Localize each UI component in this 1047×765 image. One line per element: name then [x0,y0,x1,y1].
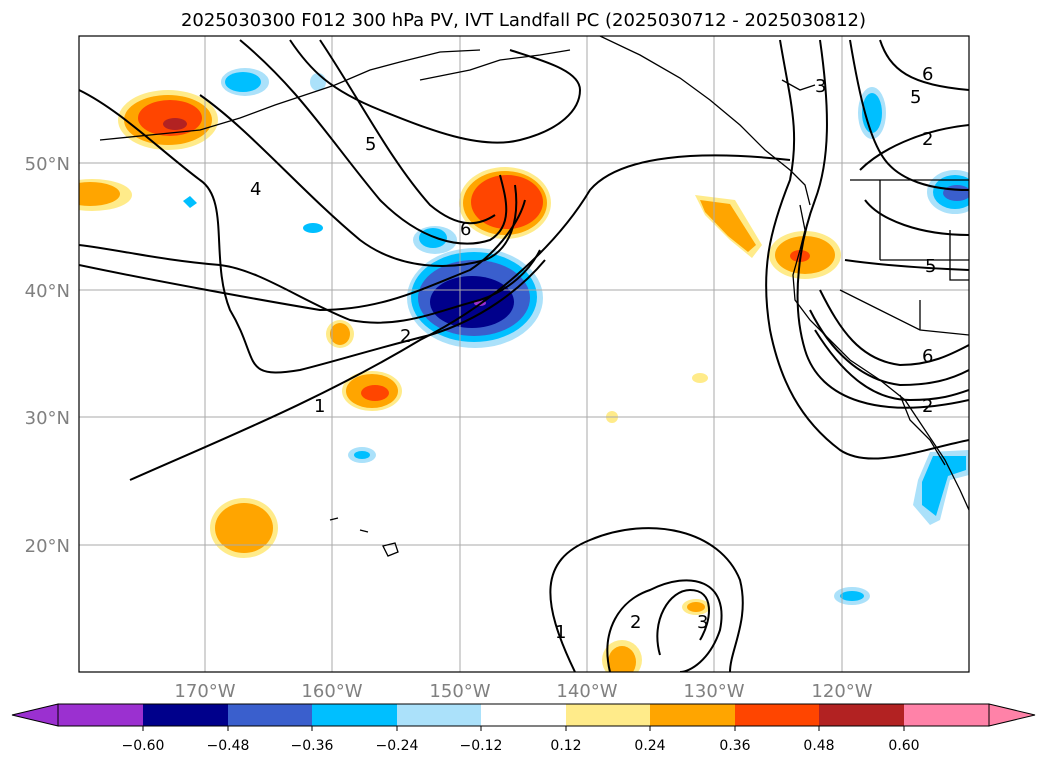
colorbar-segment [228,704,312,726]
map-title: 2025030300 F012 300 hPa PV, IVT Landfall… [180,10,867,31]
colorbar-ticks [142,726,905,731]
pv-anomaly-positive [79,179,132,211]
contour-label: 2 [400,326,411,347]
contour-label: 6 [922,346,933,367]
colorbar-segment [481,704,566,726]
contour-label: 6 [460,219,471,240]
contour-labels: 1 2 4 5 6 1 2 3 3 2 5 6 5 6 2 [250,64,936,643]
colorbar-tick-labels: −0.60 −0.48 −0.36 −0.24 −0.12 0.12 0.24 … [122,738,920,754]
colorbar-frame [57,703,990,727]
colorbar-tick-label: 0.36 [719,738,750,754]
contour-label: 2 [630,612,641,633]
contour-label: 5 [365,134,376,155]
colorbar-tick-label: −0.60 [122,738,165,754]
colorbar-tick-label: 0.60 [888,738,919,754]
pv-anomaly-negative [221,68,269,96]
lon-label: 130°W [683,681,744,702]
colorbar-segment [143,704,228,726]
colorbar-tick-label: 0.12 [550,738,581,754]
colorbar-tick-label: −0.24 [376,738,419,754]
graticule [79,36,969,672]
colorbar-segment [735,704,819,726]
map-background [79,36,969,672]
contour-label: 2 [922,396,933,417]
colorbar-segment [312,704,397,726]
colorbar-tick-label: −0.48 [207,738,250,754]
pv-anomaly-negative [858,87,969,525]
colorbar-segment [650,704,735,726]
colorbar-extend-max [988,703,1036,727]
pv-anomaly-positive [210,195,841,672]
lon-label: 160°W [301,681,362,702]
contour-label: 3 [697,612,708,633]
colorbar-tick-label: −0.12 [460,738,503,754]
contour-label: 6 [922,64,933,85]
lat-label: 50°N [25,154,70,175]
lon-label: 120°W [811,681,872,702]
colorbar-segment [397,704,481,726]
contour-label: 4 [250,179,261,200]
lon-label: 170°W [174,681,235,702]
colorbar-segment [904,704,989,726]
colorbar-tick-label: 0.48 [803,738,834,754]
contour-label: 1 [555,622,566,643]
lat-label: 20°N [25,536,70,557]
pv-anomaly-positive [118,90,218,150]
map-panel: 1 2 4 5 6 1 2 3 3 2 5 6 5 6 2 [78,35,970,673]
coastlines [99,36,969,557]
contour-label: 5 [925,256,936,277]
longitude-labels: 170°W 160°W 150°W 140°W 130°W 120°W [174,681,872,702]
ivt-contours [79,39,969,672]
contour-label: 2 [922,129,933,150]
colorbar-segment [819,704,904,726]
colorbar-tick-label: 0.24 [634,738,665,754]
lat-label: 40°N [25,281,70,302]
contour-label: 3 [815,76,826,97]
contour-label: 5 [910,87,921,108]
lat-label: 30°N [25,408,70,429]
colorbar-segment [58,704,143,726]
pv-anomaly-negative [183,73,870,605]
colorbar: −0.60 −0.48 −0.36 −0.24 −0.12 0.12 0.24 … [11,703,1036,754]
latitude-labels: 50°N 40°N 30°N 20°N [25,154,70,557]
lon-label: 150°W [429,681,490,702]
lon-label: 140°W [556,681,617,702]
colorbar-extend-min [11,703,59,727]
map-frame [78,35,970,673]
colorbar-tick-label: −0.36 [291,738,334,754]
colorbar-segment [566,704,650,726]
contour-label: 1 [314,396,325,417]
